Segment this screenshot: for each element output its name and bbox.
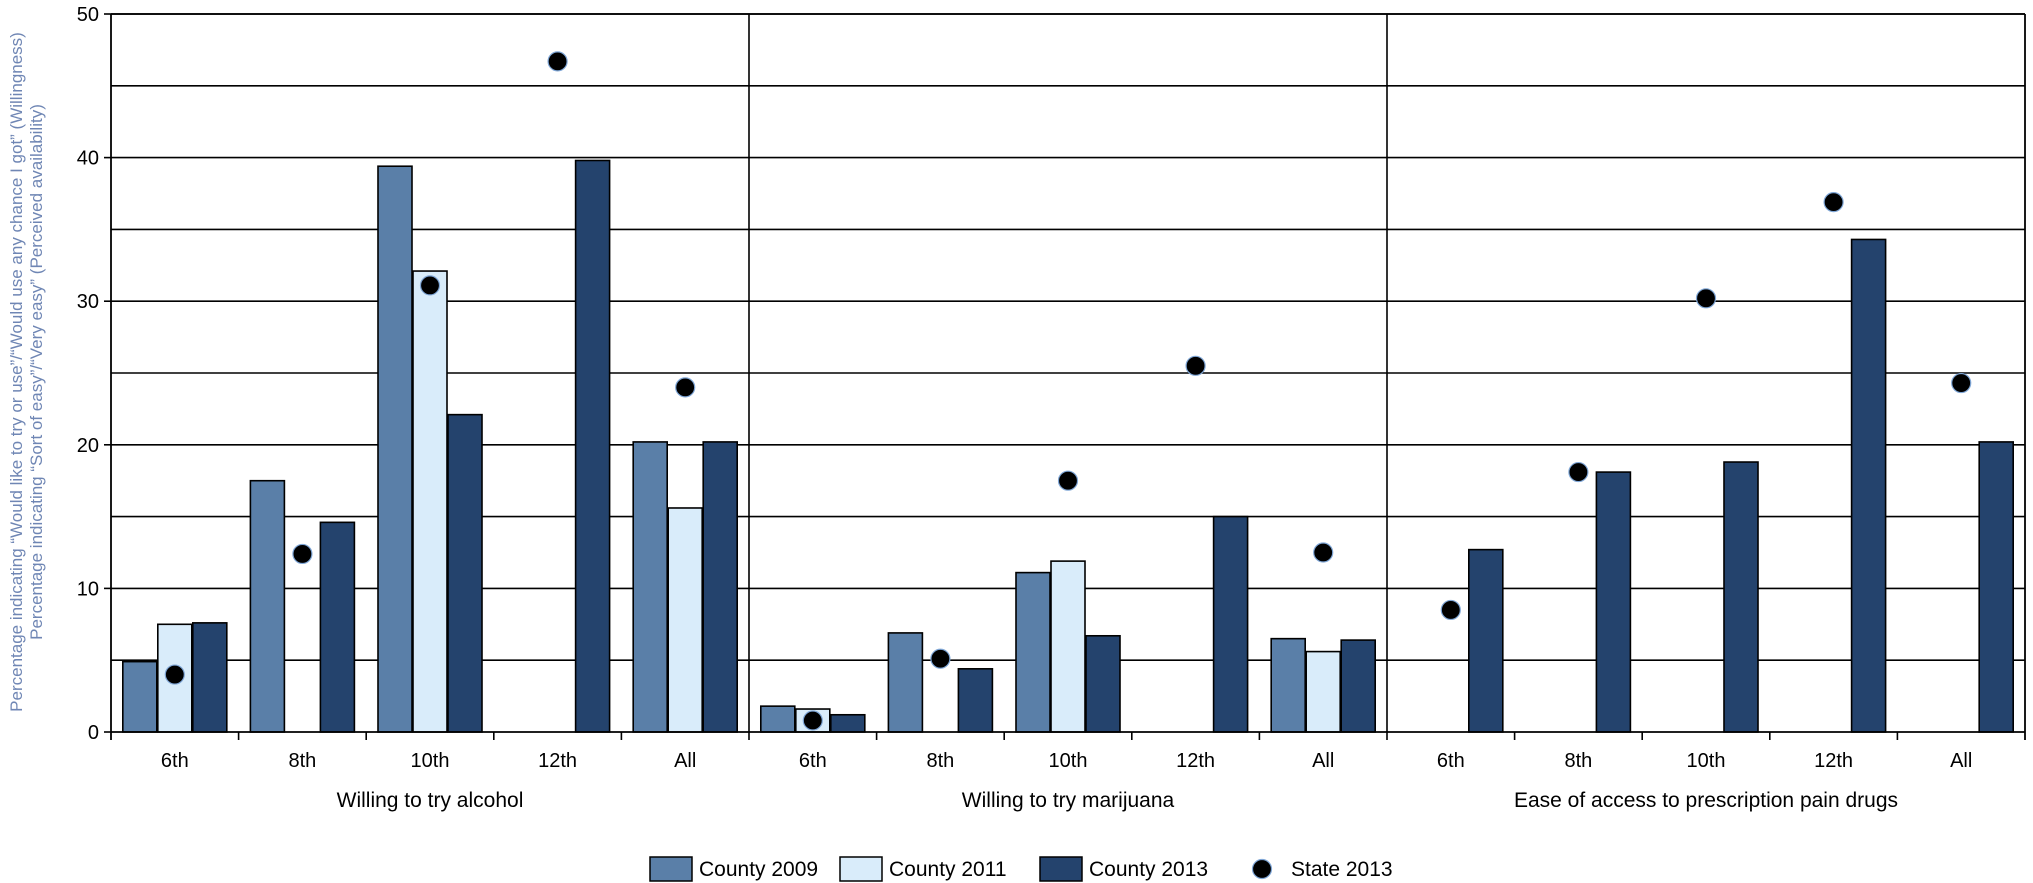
dot-state-2013-g1-6th: [802, 710, 823, 731]
y-tick-label: 10: [77, 578, 99, 600]
dot-state-2013-g2-6th: [1440, 599, 1461, 621]
y-axis-label-line-2: Percentage indicating “Sort of easy”/“Ve…: [27, 104, 46, 640]
x-tick-label: All: [1312, 750, 1334, 772]
legend-swatch: [649, 856, 693, 882]
x-tick-label: 12th: [538, 750, 577, 772]
x-tick-label: 10th: [1687, 750, 1726, 772]
dot-state-2013-g0-all: [675, 377, 696, 398]
bar-county-2011-g1-10th: [1050, 560, 1086, 733]
legend-label: State 2013: [1291, 858, 1393, 881]
dot-state-2013-g0-8th: [292, 543, 313, 565]
y-tick-labels: 0 10 20 30 40 50: [77, 4, 99, 744]
dot-state-2013-g2-10th: [1695, 288, 1717, 309]
bar-county-2009-g1-8th: [887, 632, 924, 733]
dot-state-2013-g2-all: [1951, 372, 1972, 394]
dot-state-2013-g1-all: [1313, 542, 1334, 563]
bar-county-2013-g0-10th: [447, 413, 483, 733]
bar-county-2013-g0-12th: [574, 159, 611, 733]
bar-county-2009-g0-all: [632, 441, 669, 733]
y-axis-label: Percentage indicating “Would like to try…: [7, 32, 46, 712]
bar-county-2013-g1-10th: [1085, 634, 1121, 733]
y-tick-label: 0: [88, 722, 99, 744]
bar-county-2013-g2-all: [1978, 441, 2014, 733]
y-tick-label: 20: [77, 435, 99, 457]
dot-state-2013-g0-10th: [419, 275, 441, 296]
x-tick-label: 10th: [411, 750, 450, 772]
x-tick-label: 10th: [1049, 750, 1088, 772]
x-tick-label: 6th: [161, 750, 189, 772]
bar-county-2013-g1-6th: [829, 713, 866, 733]
bar-county-2013-g1-8th: [957, 668, 994, 733]
axes: [104, 13, 2026, 740]
legend-item-county-2013: County 2013: [1039, 856, 1208, 882]
bars: [122, 159, 2014, 733]
group-label: Ease of access to prescription pain drug…: [1514, 789, 1898, 812]
legend-swatch: [1039, 856, 1083, 882]
x-tick-label: 8th: [288, 750, 316, 772]
bar-county-2011-g0-all: [667, 507, 704, 733]
bar-county-2009-g1-all: [1270, 637, 1306, 733]
bar-county-2011-g1-all: [1305, 650, 1341, 733]
legend-label: County 2013: [1089, 858, 1208, 881]
bar-county-2013-g0-all: [702, 441, 739, 733]
state-dots: [164, 51, 1972, 731]
legend-dot: [1251, 858, 1273, 880]
bar-county-2009-g1-10th: [1015, 571, 1051, 733]
legend-item-county-2011: County 2011: [839, 856, 1007, 882]
legend-label: County 2009: [699, 858, 818, 881]
x-tick-label: 8th: [926, 750, 954, 772]
x-tick-label: 8th: [1564, 750, 1592, 772]
bar-county-2013-g2-6th: [1468, 548, 1504, 733]
legend-item-county-2009: County 2009: [649, 856, 818, 882]
group-label: Willing to try alcohol: [337, 789, 524, 812]
dot-state-2013-g0-6th: [164, 664, 185, 685]
group-dividers: [748, 14, 1388, 740]
bar-county-2013-g0-6th: [192, 622, 228, 733]
y-axis-label-line-1: Percentage indicating “Would like to try…: [7, 32, 26, 712]
bar-county-2011-g0-10th: [412, 270, 448, 733]
bar-county-2013-g2-8th: [1595, 471, 1632, 733]
x-tick-label: 12th: [1814, 750, 1853, 772]
legend-swatch: [839, 856, 883, 882]
dot-state-2013-g2-8th: [1568, 461, 1589, 483]
dot-state-2013-g1-8th: [930, 648, 951, 669]
x-tick-labels: 6th 8th 10th 12th All 6th 8th 10th 12th All 6th 8th…: [161, 750, 1972, 772]
x-tick-label: All: [1950, 750, 1972, 772]
bar-county-2013-g1-12th: [1212, 515, 1249, 733]
dot-state-2013-g2-12th: [1823, 192, 1844, 213]
bar-county-2009-g0-8th: [249, 479, 286, 733]
dot-state-2013-g0-12th: [547, 51, 568, 72]
group-labels: Willing to try alcohol Willing to try mar…: [337, 789, 1898, 812]
dot-state-2013-g1-10th: [1057, 470, 1079, 491]
legend-item-state-2013: State 2013: [1251, 858, 1393, 881]
bar-county-2013-g1-all: [1340, 639, 1376, 733]
bar-county-2009-g0-10th: [377, 165, 413, 733]
group-label: Willing to try marijuana: [962, 789, 1175, 812]
x-tick-label: 6th: [1437, 750, 1465, 772]
y-tick-label: 40: [77, 148, 99, 170]
x-tick-label: All: [674, 750, 696, 772]
y-tick-label: 30: [77, 291, 99, 313]
y-tick-label: 50: [77, 4, 99, 26]
bar-county-2013-g2-12th: [1850, 238, 1887, 733]
x-tick-label: 12th: [1176, 750, 1215, 772]
legend-label: County 2011: [889, 858, 1007, 881]
x-tick-label: 6th: [799, 750, 827, 772]
bar-county-2009-g0-6th: [122, 660, 158, 733]
bar-county-2013-g0-8th: [319, 521, 356, 733]
bar-county-2009-g1-6th: [759, 705, 796, 733]
dot-state-2013-g1-12th: [1185, 355, 1206, 376]
legend: County 2009 County 2011 County 2013 State 2…: [649, 856, 1393, 882]
bar-county-2013-g2-10th: [1723, 461, 1759, 733]
